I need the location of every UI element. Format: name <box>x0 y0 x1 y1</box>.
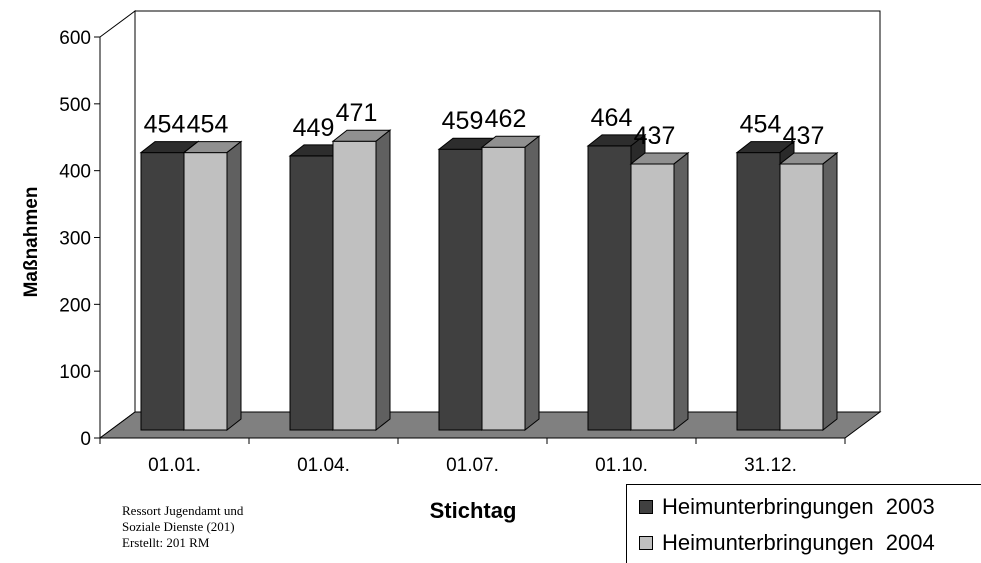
data-label: 437 <box>783 122 825 150</box>
bar-5-front <box>140 152 185 431</box>
y-tick-label: 200 <box>59 295 91 316</box>
data-label: 449 <box>293 114 335 142</box>
bar-side <box>226 140 242 432</box>
data-label: 459 <box>442 107 484 135</box>
legend-label: Heimunterbringungen 2003 <box>662 494 935 519</box>
legend-item-2003: Heimunterbringungen 2003 <box>639 494 935 520</box>
data-label: 471 <box>336 99 378 127</box>
y-axis-label: Maßnahmen <box>21 187 42 298</box>
bar-5-front <box>736 152 781 431</box>
footnote: Ressort Jugendamt und Soziale Dienste (2… <box>122 503 243 551</box>
data-label: 454 <box>187 111 229 139</box>
legend-label: Heimunterbringungen 2004 <box>662 530 935 555</box>
data-label: 454 <box>144 111 186 139</box>
data-label: 454 <box>740 111 782 139</box>
bar-5-front <box>332 140 377 431</box>
legend-item-2004: Heimunterbringungen 2004 <box>639 530 935 556</box>
bar-5-front <box>289 155 334 431</box>
bar-5-front <box>630 163 675 431</box>
legend: Heimunterbringungen 2003 Heimunterbringu… <box>626 484 981 563</box>
x-tick-label: 31.12. <box>744 455 797 476</box>
x-axis-label: Stichtag <box>430 498 517 523</box>
y-tick-label: 400 <box>59 162 91 183</box>
bar-5-front <box>183 152 228 431</box>
x-tick-label: 01.01. <box>148 455 201 476</box>
y-tick-label: 300 <box>59 229 91 250</box>
footnote-line: Soziale Dienste (201) <box>122 519 235 534</box>
chart-axes: 0 100 200 300 400 500 600 01.01. 01.04. 01.07. 01.… <box>59 28 846 476</box>
data-label: 437 <box>634 122 676 150</box>
bar-side <box>375 129 391 432</box>
y-tick-label: 100 <box>59 362 91 383</box>
bar-side <box>673 151 689 432</box>
bar-side <box>822 151 838 432</box>
bar-5-front <box>587 145 632 431</box>
data-label: 464 <box>591 104 633 132</box>
x-tick-label: 01.04. <box>297 455 350 476</box>
footnote-line: Ressort Jugendamt und <box>122 503 244 518</box>
bar-5-front <box>438 148 483 431</box>
y-tick-label: 600 <box>59 28 91 49</box>
bar-5-front <box>481 146 526 431</box>
side-wall <box>99 10 136 439</box>
data-label: 462 <box>485 105 527 133</box>
x-tick-label: 01.07. <box>446 455 499 476</box>
bar-5-front <box>779 163 824 431</box>
chart-bars <box>139 129 839 432</box>
x-tick-label: 01.10. <box>595 455 648 476</box>
footnote-line: Erstellt: 201 RM <box>122 535 210 550</box>
y-tick-label: 500 <box>59 95 91 116</box>
legend-swatch <box>639 536 653 550</box>
bar-side <box>524 135 540 432</box>
legend-swatch <box>639 500 653 514</box>
y-tick-label: 0 <box>80 429 91 450</box>
